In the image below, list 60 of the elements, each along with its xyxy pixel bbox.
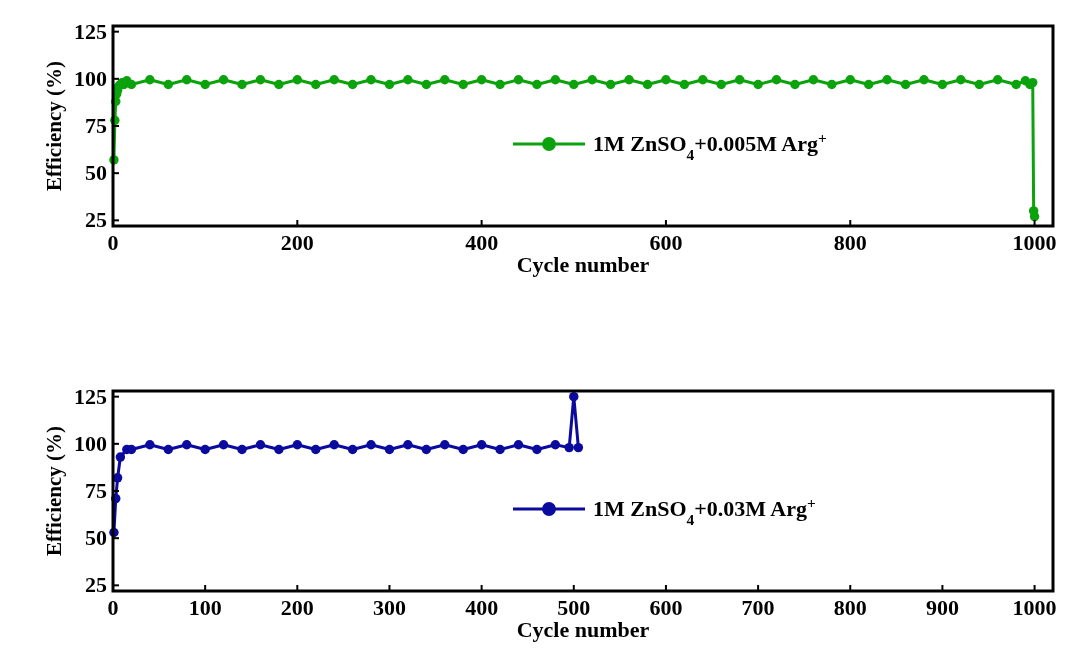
x-tick-label: 100 bbox=[188, 595, 222, 620]
x-tick-label: 500 bbox=[557, 595, 591, 620]
x-axis-title: Cycle number bbox=[516, 617, 650, 642]
point bbox=[182, 440, 192, 450]
point bbox=[495, 444, 505, 455]
point bbox=[329, 440, 339, 450]
point bbox=[292, 440, 303, 450]
y-tick-label: 125 bbox=[74, 383, 107, 409]
point bbox=[440, 440, 450, 450]
y-tick-label: 25 bbox=[85, 207, 107, 233]
point bbox=[564, 442, 574, 453]
point bbox=[569, 391, 579, 402]
point bbox=[163, 444, 174, 455]
x-tick-label: 800 bbox=[833, 595, 867, 620]
point bbox=[421, 444, 432, 455]
point bbox=[311, 444, 321, 455]
x-tick-label: 800 bbox=[833, 230, 867, 255]
y-tick-label: 125 bbox=[74, 18, 107, 44]
y-axis-title: Efficiency (%) bbox=[42, 60, 66, 192]
x-tick-label: 200 bbox=[280, 230, 314, 255]
point bbox=[476, 440, 487, 450]
point bbox=[366, 440, 376, 450]
x-tick-label: 1000 bbox=[1012, 230, 1057, 255]
y-tick-label: 25 bbox=[85, 572, 107, 598]
point bbox=[200, 444, 210, 455]
point bbox=[115, 452, 126, 462]
point bbox=[513, 440, 524, 450]
point bbox=[274, 444, 284, 455]
y-tick-label: 50 bbox=[85, 160, 107, 186]
x-tick-label: 700 bbox=[741, 595, 775, 620]
y-tick-label: 50 bbox=[85, 525, 107, 551]
x-tick-label: 200 bbox=[280, 595, 314, 620]
point bbox=[532, 444, 542, 455]
x-tick-label: 1000 bbox=[1012, 595, 1057, 620]
point bbox=[384, 444, 395, 455]
legend-label: 1M ZnSO$_{4}$+0.005M Arg$^{+}$ bbox=[593, 128, 827, 163]
legend-label: 1M ZnSO$_{4}$+0.03M Arg$^{+}$ bbox=[593, 493, 816, 528]
x-tick-label: 400 bbox=[465, 595, 499, 620]
y-tick-label: 100 bbox=[74, 430, 107, 456]
point bbox=[145, 440, 155, 450]
y-tick-label: 75 bbox=[85, 478, 107, 503]
point bbox=[255, 440, 266, 450]
x-tick-label: 300 bbox=[372, 595, 406, 620]
point bbox=[347, 444, 358, 455]
x-tick-label: 0 bbox=[107, 595, 119, 620]
x-tick-label: 600 bbox=[649, 595, 683, 620]
x-tick-label: 900 bbox=[925, 595, 959, 620]
x-axis-title: Cycle number bbox=[516, 252, 650, 277]
point bbox=[458, 444, 468, 455]
x-tick-label: 600 bbox=[649, 230, 683, 255]
y-tick-label: 100 bbox=[74, 65, 107, 91]
point bbox=[550, 440, 561, 450]
point bbox=[218, 440, 229, 450]
point bbox=[403, 440, 413, 450]
point bbox=[573, 442, 584, 453]
x-tick-label: 400 bbox=[465, 230, 499, 255]
x-tick-label: 0 bbox=[107, 230, 119, 255]
y-axis-title: Efficiency (%) bbox=[42, 425, 66, 557]
y-tick-label: 75 bbox=[85, 113, 107, 138]
point bbox=[237, 444, 247, 455]
